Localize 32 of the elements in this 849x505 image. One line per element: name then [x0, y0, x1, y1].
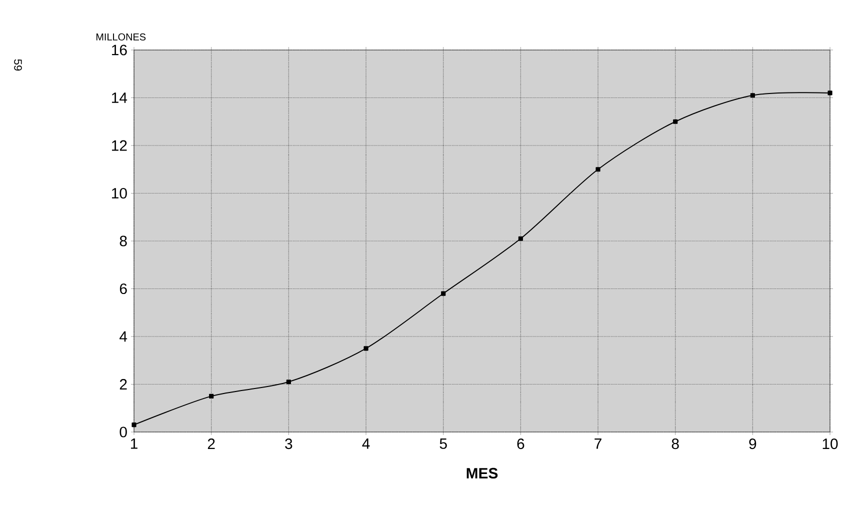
x-tick-label: 6 [517, 438, 524, 450]
point [364, 346, 368, 351]
x-tick-label: 1 [130, 438, 138, 449]
point [286, 380, 291, 384]
x-tick-label: 7 [594, 438, 602, 449]
point [132, 422, 136, 428]
text: 59 [14, 59, 22, 71]
point [596, 167, 600, 172]
y-tick-label: 16 [112, 44, 127, 56]
point [828, 90, 832, 96]
y-tick-label: 12 [112, 140, 127, 151]
x-tick-label: 3 [285, 438, 292, 450]
y-tick-label: 10 [112, 188, 127, 199]
point [209, 394, 214, 398]
x-tick-label: 10 [822, 438, 838, 450]
point [750, 93, 755, 98]
x-tick-label: 2 [208, 438, 215, 449]
y-tick-label: 2 [120, 379, 127, 390]
y-tick-label: 4 [120, 331, 128, 342]
y-tick-label: 6 [120, 283, 127, 294]
x-axis-title: MES [466, 468, 498, 479]
y-tick-label: 14 [112, 92, 128, 103]
point [673, 119, 678, 124]
point [441, 291, 446, 296]
x-tick-label: 9 [749, 438, 756, 450]
point [518, 236, 523, 241]
x-tick-label: 5 [440, 438, 447, 449]
y-tick-label: 8 [120, 236, 127, 246]
y-tick-label: 0 [120, 426, 127, 438]
x-tick-label: 8 [672, 438, 679, 450]
y-axis-title: MILLONES [96, 33, 146, 40]
x-tick-label: 4 [362, 438, 370, 449]
